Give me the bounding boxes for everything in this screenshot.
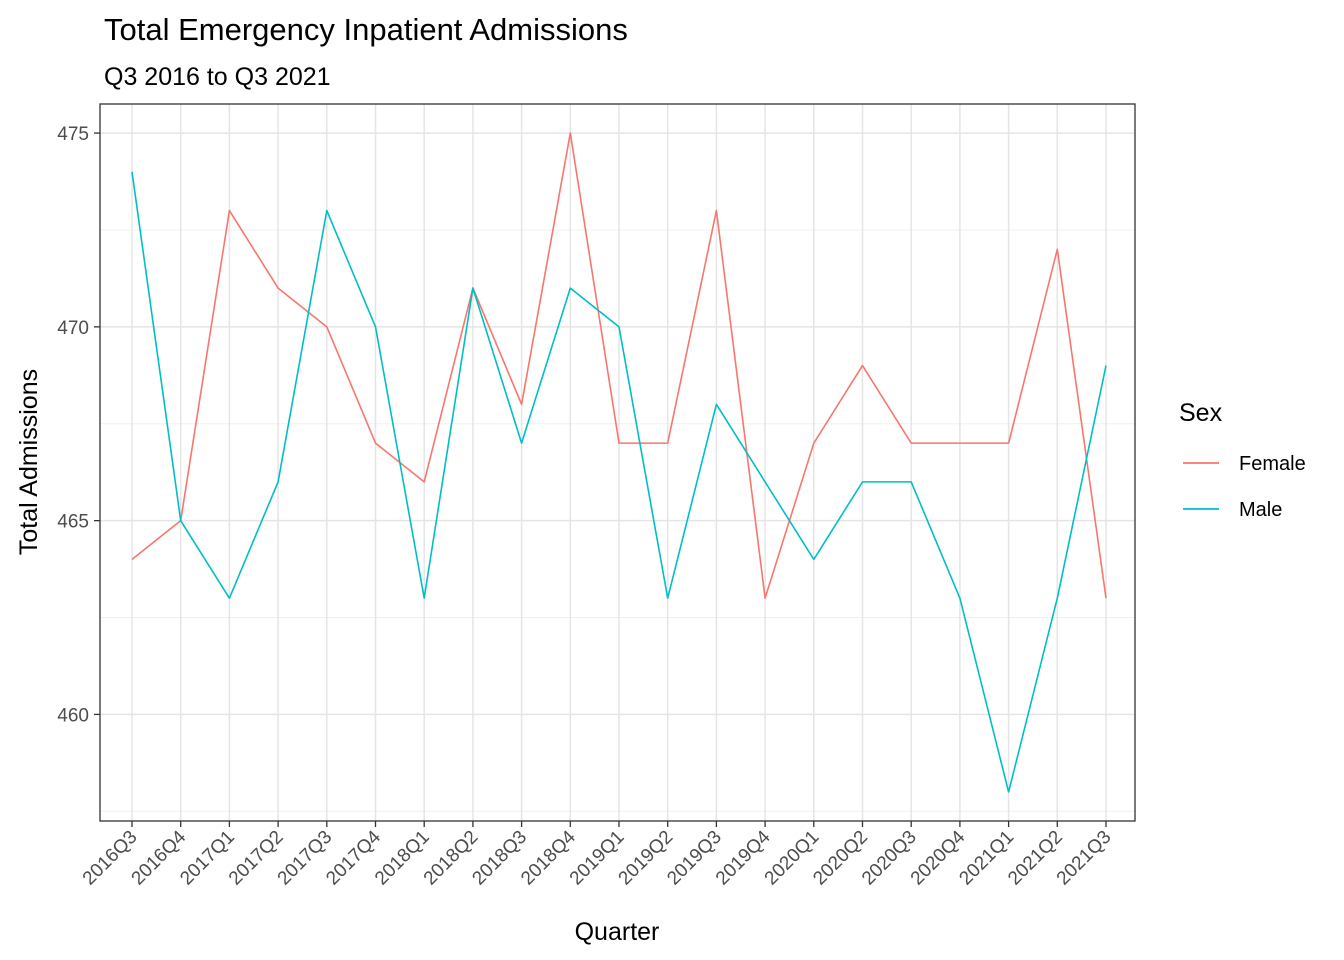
panel-border [99, 103, 1136, 822]
x-axis: 2016Q32016Q42017Q12017Q22017Q32017Q42018… [79, 821, 1116, 889]
y-tick-label: 460 [57, 705, 89, 726]
legend-title: Sex [1179, 399, 1223, 427]
series-lines [131, 132, 1107, 793]
grid-lines [100, 104, 1135, 821]
chart-subtitle: Q3 2016 to Q3 2021 [104, 63, 331, 91]
x-axis-title: Quarter [575, 918, 660, 946]
panel-background [100, 104, 1135, 821]
legend-label-female: Female [1239, 453, 1306, 475]
x-tick-label: 2021Q3 [1053, 827, 1116, 890]
chart-title: Total Emergency Inpatient Admissions [104, 12, 628, 47]
plot-panel [100, 104, 1135, 821]
series-line-female [131, 132, 1107, 599]
series-line-male [131, 171, 1107, 793]
y-axis-title: Total Admissions [15, 369, 43, 555]
y-tick-label: 465 [57, 512, 89, 533]
y-tick-label: 475 [57, 124, 89, 145]
y-tick-label: 470 [57, 318, 89, 339]
legend-label-male: Male [1239, 499, 1282, 521]
legend: Sex Female Male [1179, 399, 1306, 521]
y-axis: 460 465 470 475 [57, 124, 100, 726]
